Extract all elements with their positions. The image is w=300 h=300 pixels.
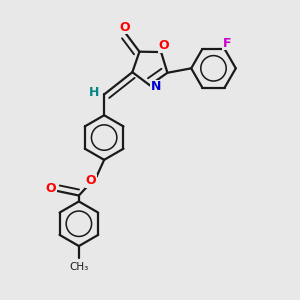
Text: O: O (159, 39, 170, 52)
Text: O: O (119, 21, 130, 34)
Text: O: O (46, 182, 56, 195)
Text: CH₃: CH₃ (69, 262, 88, 272)
Text: F: F (223, 37, 231, 50)
Text: H: H (88, 86, 99, 100)
Text: O: O (85, 174, 96, 187)
Text: N: N (151, 80, 161, 93)
